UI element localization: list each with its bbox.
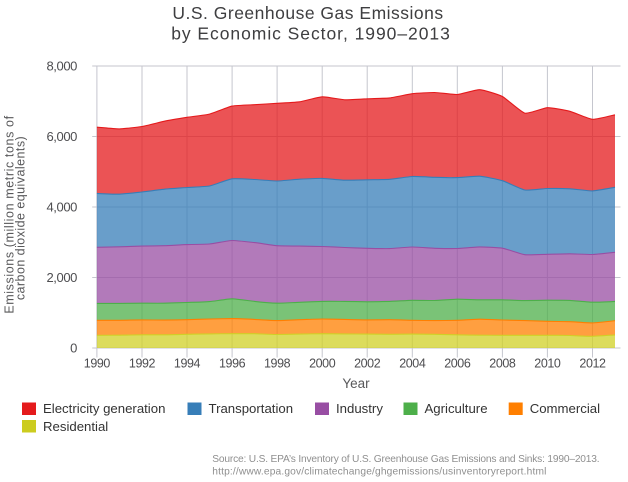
svg-text:Electricity generation: Electricity generation <box>43 401 165 416</box>
svg-text:2002: 2002 <box>354 357 381 371</box>
svg-text:2000: 2000 <box>309 357 336 371</box>
svg-text:1990: 1990 <box>84 357 111 371</box>
svg-text:8,000: 8,000 <box>46 59 77 74</box>
svg-text:Industry: Industry <box>336 401 383 416</box>
svg-text:2004: 2004 <box>399 357 426 371</box>
svg-text:Source: U.S. EPA’s Inventory o: Source: U.S. EPA’s Inventory of U.S. Gre… <box>212 454 599 465</box>
svg-text:2006: 2006 <box>444 357 471 371</box>
svg-text:Residential: Residential <box>43 419 108 434</box>
svg-text:1994: 1994 <box>174 357 201 371</box>
svg-text:2012: 2012 <box>579 357 606 371</box>
svg-text:2,000: 2,000 <box>46 270 77 285</box>
svg-text:2010: 2010 <box>534 357 561 371</box>
svg-text:Transportation: Transportation <box>209 401 294 416</box>
svg-text:1998: 1998 <box>264 357 291 371</box>
svg-text:U.S. Greenhouse Gas Emissions: U.S. Greenhouse Gas Emissions <box>172 3 443 23</box>
svg-text:0: 0 <box>70 341 77 356</box>
svg-text:Agriculture: Agriculture <box>425 401 488 416</box>
svg-text:carbon dioxide equivalents): carbon dioxide equivalents) <box>13 136 27 300</box>
svg-text:1996: 1996 <box>219 357 246 371</box>
svg-text:4,000: 4,000 <box>46 200 77 215</box>
svg-text:Year: Year <box>342 376 370 391</box>
svg-text:2008: 2008 <box>489 357 516 371</box>
svg-text:by Economic Sector, 1990–2013: by Economic Sector, 1990–2013 <box>171 24 451 44</box>
svg-text:6,000: 6,000 <box>46 129 77 144</box>
svg-text:1992: 1992 <box>129 357 156 371</box>
svg-text:Commercial: Commercial <box>530 401 600 416</box>
svg-text:http://www.epa.gov/climatechan: http://www.epa.gov/climatechange/ghgemis… <box>212 467 546 478</box>
svg-text:Emissions (million metric tons: Emissions (million metric tons of <box>3 115 17 313</box>
